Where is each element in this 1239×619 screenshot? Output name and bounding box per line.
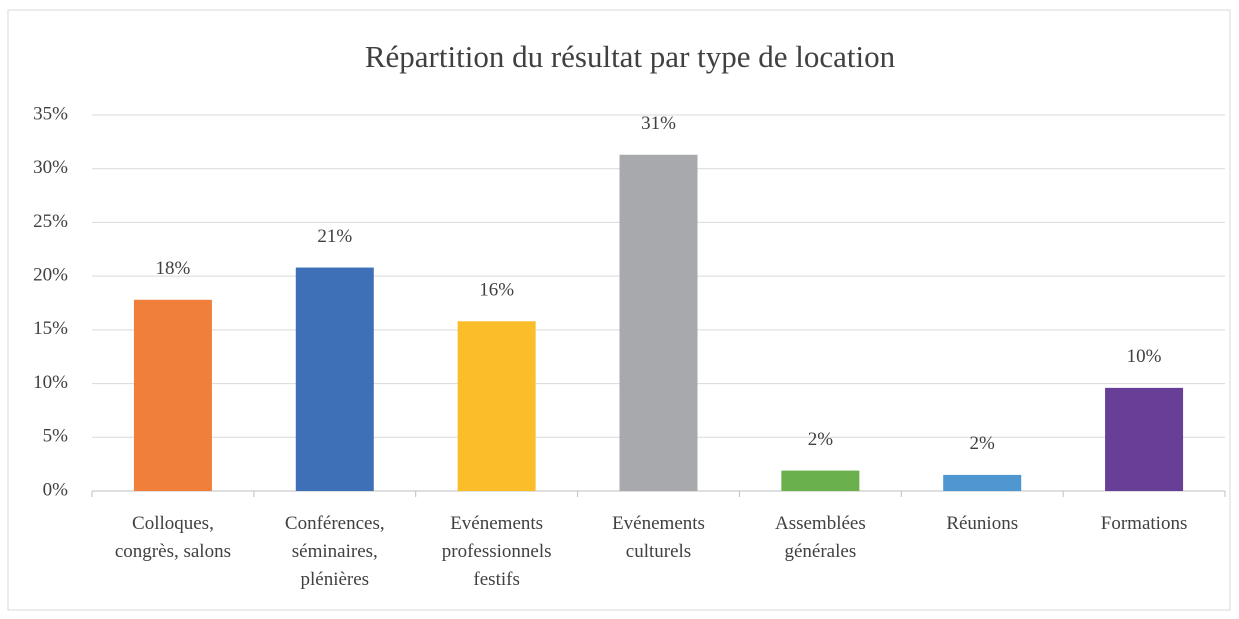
x-tick-label: Réunions	[946, 513, 1018, 534]
data-label: 31%	[641, 113, 676, 134]
data-label: 18%	[156, 258, 191, 279]
y-tick-label: 10%	[33, 372, 68, 393]
bar	[295, 267, 374, 491]
chart-title: Répartition du résultat par type de loca…	[365, 39, 896, 74]
data-label: 2%	[970, 433, 996, 454]
x-tick-label: Evénements professionnels festifs	[442, 513, 552, 590]
y-tick-label: 15%	[33, 318, 68, 339]
x-tick-label: Conférences, séminaires, plénières	[285, 513, 385, 590]
data-label: 2%	[808, 429, 834, 450]
bar	[457, 321, 536, 491]
bar	[943, 474, 1022, 491]
bar	[619, 154, 698, 491]
y-tick-label: 25%	[33, 211, 68, 232]
data-label: 10%	[1127, 346, 1162, 367]
x-tick-label: Colloques, congrès, salons	[115, 513, 231, 562]
y-tick-label: 20%	[33, 265, 68, 286]
y-tick-label: 30%	[33, 157, 68, 178]
y-tick-label: 35%	[33, 103, 68, 124]
x-tick-label: Formations	[1101, 513, 1188, 534]
bar	[1105, 387, 1184, 491]
y-tick-label: 0%	[43, 479, 69, 500]
x-tick-label: Assemblées générales	[775, 513, 866, 562]
data-label: 16%	[479, 280, 514, 301]
bar	[133, 299, 212, 491]
data-label: 21%	[317, 226, 352, 247]
bar	[781, 470, 860, 491]
y-tick-label: 5%	[43, 426, 69, 447]
x-tick-label: Evénements culturels	[612, 513, 705, 562]
